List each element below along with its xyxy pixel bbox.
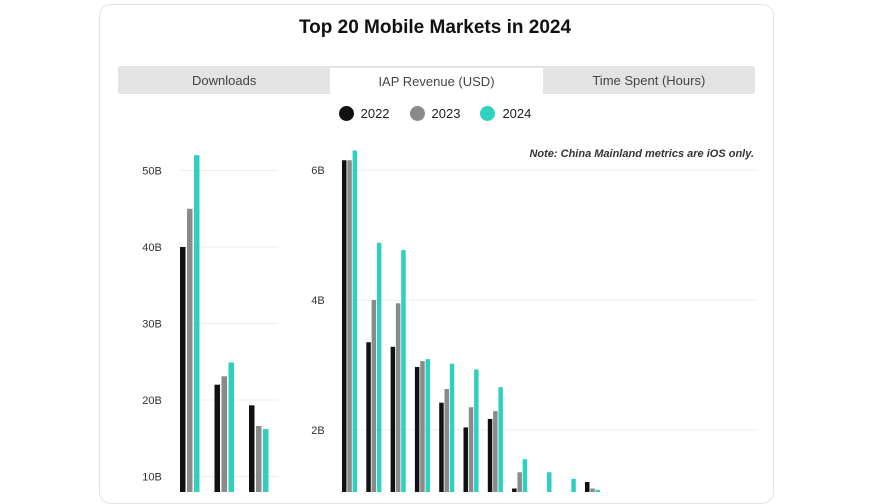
bar-1-s0-g7	[512, 488, 517, 492]
bar-1-s2-g3	[425, 359, 430, 492]
bar-1-s1-g2	[395, 303, 401, 492]
legend: 2022 2023 2024	[0, 106, 870, 121]
legend-label-2024: 2024	[502, 106, 532, 121]
y-tick-label-1-1: 4B	[311, 295, 324, 307]
tab-iap-revenue[interactable]: IAP Revenue (USD)	[330, 66, 543, 94]
y-tick-label-0-1: 20B	[142, 395, 162, 407]
tab-downloads[interactable]: Downloads	[192, 72, 257, 88]
bar-1-s2-g10	[595, 489, 601, 492]
y-tick-label-0-2: 30B	[142, 319, 162, 331]
bar-1-s2-g2	[401, 249, 406, 492]
legend-item-2023[interactable]: 2023	[409, 106, 461, 121]
bar-1-s2-g0	[352, 150, 358, 492]
legend-item-2022[interactable]: 2022	[338, 106, 390, 121]
bar-1-s1-g5	[468, 407, 474, 492]
bar-0-s0-g2	[249, 405, 255, 492]
bar-1-s1-g6	[493, 411, 498, 492]
tab-time-spent[interactable]: Time Spent (Hours)	[592, 72, 706, 88]
legend-dot-2023	[409, 106, 425, 121]
bar-0-s1-g1	[221, 376, 227, 492]
y-tick-label-0-0: 10B	[142, 472, 162, 484]
legend-dot-2024	[480, 106, 496, 121]
charts-svg: 10B 20B 30B 40B 50B 2B 4B 6B	[142, 150, 756, 492]
bar-0-s2-g0	[194, 155, 200, 492]
bar-1-s2-g6	[498, 387, 503, 492]
bar-1-s1-g10	[590, 488, 595, 492]
bar-1-s2-g5	[474, 369, 479, 492]
bar-1-s0-g0	[342, 160, 347, 492]
china-note: Note: China Mainland metrics are iOS onl…	[529, 148, 754, 160]
legend-dot-2022	[338, 106, 354, 121]
bar-0-s0-g1	[214, 384, 220, 492]
bar-0-s1-g0	[187, 208, 193, 492]
bar-1-s1-g3	[420, 361, 425, 492]
bar-1-s2-g7	[522, 459, 528, 492]
bar-1-s0-g2	[390, 346, 396, 492]
bar-1-s0-g5	[463, 427, 468, 492]
bar-1-s1-g1	[371, 300, 377, 492]
chart-title: Top 20 Mobile Markets in 2024	[298, 17, 572, 38]
y-tick-label-0-4: 50B	[142, 166, 162, 178]
legend-label-2022: 2022	[360, 106, 390, 121]
y-tick-label-1-0: 2B	[311, 425, 324, 437]
bar-0-s2-g2	[263, 429, 269, 492]
bar-1-s0-g10	[585, 482, 590, 492]
y-tick-label-0-3: 40B	[142, 242, 162, 254]
bar-1-s1-g7	[517, 472, 522, 492]
bar-0-s1-g2	[256, 426, 262, 492]
bar-1-s0-g6	[487, 418, 493, 492]
bar-1-s2-g4	[449, 363, 455, 492]
bar-1-s1-g0	[347, 160, 352, 492]
bar-0-s2-g1	[228, 362, 234, 492]
bar-0-s0-g0	[180, 247, 186, 492]
bar-1-s2-g1	[376, 242, 382, 492]
bar-1-s0-g3	[414, 366, 420, 492]
legend-label-2023: 2023	[431, 106, 461, 121]
bar-1-s0-g1	[366, 342, 371, 492]
bar-1-s2-g9	[571, 478, 576, 492]
legend-item-2024[interactable]: 2024	[480, 106, 531, 121]
bar-1-s1-g4	[444, 389, 449, 492]
bar-1-s0-g4	[439, 402, 444, 492]
y-tick-label-1-2: 6B	[311, 165, 324, 177]
bar-1-s2-g8	[547, 472, 552, 492]
metric-tabs: Downloads IAP Revenue (USD) Time Spent (…	[118, 66, 755, 94]
